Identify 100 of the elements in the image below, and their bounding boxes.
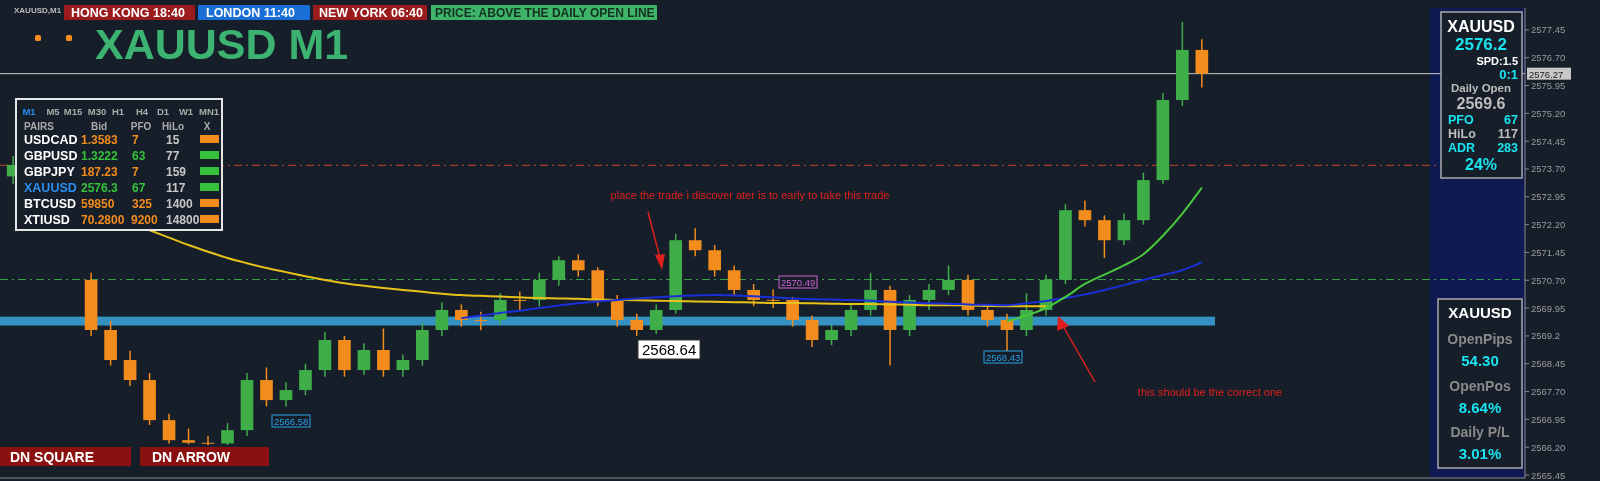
- y-tick-label: 2565.45: [1531, 469, 1566, 481]
- candlestick: [221, 422, 234, 446]
- text: HiLo: [1448, 127, 1477, 141]
- annotation: Bid: [90, 121, 108, 132]
- text: 24%: [1464, 156, 1498, 173]
- annotation: BTCUSD: [24, 197, 77, 211]
- annotation: PAIRS: [24, 121, 55, 132]
- annotation: NEW YORK 06:40: [319, 6, 424, 20]
- y-tick-label: 2566.95: [1531, 413, 1566, 425]
- price-tag: 2566.58: [271, 414, 311, 428]
- text: 283: [1497, 141, 1519, 155]
- annotation: M5: [46, 106, 61, 117]
- candlestick: [571, 253, 585, 278]
- text: PFO: [1448, 113, 1474, 127]
- candlestick: [688, 227, 702, 257]
- annotation: 1400: [166, 197, 194, 211]
- candlestick: [299, 363, 312, 397]
- candlestick: [844, 303, 858, 337]
- text: XAUUSD: [1448, 304, 1512, 321]
- y-tick-label: 2566.20: [1531, 441, 1566, 453]
- candlestick: [766, 288, 780, 309]
- y-tick-label: 2572.20: [1531, 219, 1566, 231]
- text: 2569.6: [1456, 95, 1506, 112]
- annotation: PRICE: ABOVE THE DAILY OPEN LINE: [435, 6, 655, 20]
- dn-arrow-button: DN ARROW: [140, 447, 269, 466]
- candlestick: [1195, 38, 1209, 89]
- candlestick: [396, 353, 410, 378]
- candlestick: [1098, 214, 1111, 259]
- y-tick-label: 2571.45: [1531, 246, 1566, 258]
- text: 0:1: [1499, 67, 1518, 82]
- candlestick: [279, 381, 293, 408]
- y-tick-label: 2573.70: [1531, 163, 1566, 175]
- annotation: 1.3222: [81, 149, 119, 163]
- candlestick: [377, 327, 390, 378]
- annotation: this should be the correct one: [1137, 386, 1283, 398]
- annotation: M15: [63, 106, 83, 117]
- price-tag: 2568.43: [983, 350, 1023, 364]
- annotation: PFO: [130, 121, 152, 132]
- annotation: D1: [156, 106, 170, 117]
- text: Daily Open: [1450, 82, 1512, 94]
- annotation: X: [203, 121, 211, 132]
- candlestick: [727, 264, 741, 296]
- annotation: LONDON 11:40: [206, 6, 295, 20]
- candlestick: [825, 324, 838, 346]
- annotation: HiLo: [161, 121, 185, 132]
- candlestick: [805, 314, 819, 348]
- ref-line-label: 2576.27: [1529, 68, 1564, 80]
- candlestick: [435, 301, 449, 337]
- candlestick: [474, 311, 488, 332]
- y-tick-label: 2574.45: [1531, 135, 1566, 147]
- text: ADR: [1448, 141, 1476, 155]
- candlestick: [922, 283, 936, 311]
- y-tick-label: 2575.20: [1531, 107, 1566, 119]
- annotation: GBPUSD: [24, 149, 78, 163]
- candlestick: [493, 292, 507, 326]
- y-tick-label: 2576.70: [1531, 52, 1566, 64]
- candlestick: [708, 244, 722, 278]
- text: 67: [1504, 113, 1519, 127]
- candlestick: [513, 290, 527, 311]
- text: XAUUSD: [1447, 18, 1515, 35]
- candlestick: [610, 294, 624, 328]
- text: 54.30: [1461, 352, 1499, 369]
- price-tag: 2568.64: [637, 339, 701, 360]
- annotation: H4: [135, 106, 149, 117]
- annotation: 2576.3: [81, 181, 119, 195]
- annotation: 159: [166, 165, 187, 179]
- annotation: 67: [132, 181, 146, 195]
- text: 117: [1497, 127, 1519, 141]
- annotation: W1: [178, 106, 194, 117]
- annotation: 325: [132, 197, 153, 211]
- annotation: 9200: [131, 213, 159, 227]
- annotation: 2568.64: [642, 341, 697, 358]
- annotation: 70.2800: [81, 213, 125, 227]
- candlestick: [162, 413, 176, 445]
- annotation: USDCAD: [24, 133, 78, 147]
- candlestick: [201, 435, 215, 447]
- annotation: XAUUSD,M1: [14, 6, 62, 15]
- annotation: 63: [132, 149, 146, 163]
- annotation: 77: [166, 149, 180, 163]
- annotation: M30: [87, 106, 107, 117]
- annotation: XAUUSD: [24, 181, 77, 195]
- text: OpenPips: [1447, 331, 1513, 347]
- annotation: 14800: [166, 213, 200, 227]
- candlestick: [630, 312, 644, 337]
- annotation: 117: [166, 181, 186, 195]
- text: 8.64%: [1458, 399, 1502, 416]
- text: 3.01%: [1458, 445, 1502, 462]
- annotation: DN ARROW: [152, 449, 231, 465]
- annotation: H1: [111, 106, 125, 117]
- chart-title: XAUUSD M1: [95, 20, 349, 68]
- candlestick: [649, 303, 663, 335]
- annotation: 7: [132, 133, 139, 147]
- candlestick: [1117, 212, 1131, 246]
- annotation: 1.3583: [81, 133, 119, 147]
- candlestick: [123, 350, 137, 387]
- candlestick: [357, 342, 371, 376]
- y-tick-label: 2572.95: [1531, 191, 1566, 203]
- annotation: MN1: [198, 106, 220, 117]
- text: OpenPos: [1449, 378, 1511, 394]
- price-tag: 2570.49: [778, 275, 818, 289]
